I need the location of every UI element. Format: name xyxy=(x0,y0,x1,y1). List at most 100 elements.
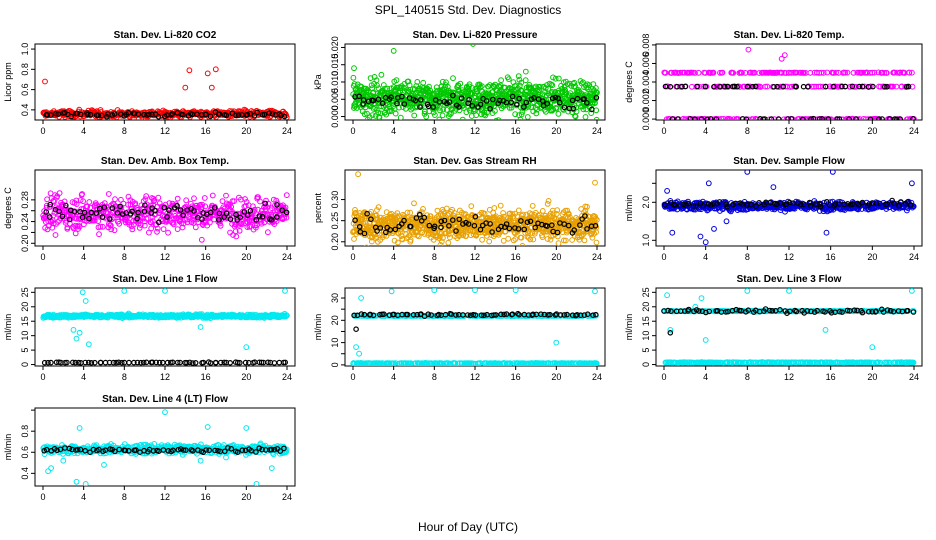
y-axis-label: ml/min xyxy=(313,314,323,341)
data-point xyxy=(588,106,595,113)
data-point xyxy=(724,204,730,210)
data-point xyxy=(859,83,866,90)
data-point xyxy=(101,204,108,211)
data-point xyxy=(569,97,576,104)
data-point xyxy=(218,359,224,366)
y-tick-label: 20 xyxy=(20,302,30,312)
data-point xyxy=(562,237,569,244)
data-point xyxy=(495,117,502,120)
data-point xyxy=(237,214,244,221)
x-tick-label: 20 xyxy=(867,126,877,136)
data-point xyxy=(565,210,572,217)
data-point xyxy=(282,359,289,366)
data-point xyxy=(748,201,754,208)
data-point xyxy=(207,113,214,120)
data-point xyxy=(373,233,380,240)
y-tick-label: 20 xyxy=(330,315,340,325)
data-point xyxy=(97,223,104,230)
data-point xyxy=(421,111,428,117)
y-axis-label: degrees C xyxy=(624,61,634,103)
series-mean xyxy=(352,210,599,237)
x-tick-label: 8 xyxy=(122,126,127,136)
data-point xyxy=(51,198,57,205)
y-tick-label: 10 xyxy=(20,331,30,341)
data-point xyxy=(398,233,405,240)
y-axis-label: percent xyxy=(313,192,323,223)
data-point xyxy=(465,221,472,227)
outlier-point xyxy=(282,288,288,294)
y-axis-label: degrees C xyxy=(3,187,13,229)
data-point xyxy=(52,232,59,238)
data-point xyxy=(165,229,172,236)
data-point xyxy=(860,69,866,76)
outlier-point xyxy=(162,288,168,294)
data-point xyxy=(749,83,756,90)
data-point xyxy=(556,99,563,106)
data-point xyxy=(817,203,824,210)
data-point xyxy=(156,359,163,366)
data-point xyxy=(99,223,106,230)
data-point xyxy=(149,111,155,118)
data-point xyxy=(401,217,407,224)
data-point xyxy=(395,239,401,246)
data-point xyxy=(844,201,851,207)
outlier-point xyxy=(664,188,670,194)
chart-title: Stan. Dev. Amb. Box Temp. xyxy=(101,156,229,167)
data-point xyxy=(110,359,117,366)
series-mean xyxy=(662,197,914,210)
data-point xyxy=(904,199,911,205)
series-raw xyxy=(350,171,600,246)
data-point xyxy=(685,200,692,207)
data-point xyxy=(520,211,526,218)
data-point xyxy=(417,104,423,110)
data-point xyxy=(734,116,741,120)
data-point xyxy=(492,108,498,114)
outlier-point xyxy=(697,233,704,240)
points-group xyxy=(661,46,917,120)
data-point xyxy=(817,201,823,208)
data-point xyxy=(578,232,585,239)
data-point xyxy=(668,69,675,76)
data-point xyxy=(370,97,377,104)
outlier-point xyxy=(592,179,598,186)
outlier-point xyxy=(781,52,788,58)
data-point xyxy=(270,196,277,203)
data-point xyxy=(447,234,453,241)
data-point xyxy=(242,196,248,202)
data-point xyxy=(164,359,171,366)
data-point xyxy=(487,221,493,227)
x-tick-label: 20 xyxy=(241,126,251,136)
data-point xyxy=(217,222,224,229)
data-point xyxy=(68,113,74,120)
x-tick-label: 12 xyxy=(470,126,480,136)
data-point xyxy=(592,100,598,106)
data-point xyxy=(894,69,900,76)
data-point xyxy=(482,229,489,236)
data-point xyxy=(482,112,489,119)
data-point xyxy=(872,115,879,120)
data-point xyxy=(432,112,438,118)
data-point xyxy=(414,232,421,239)
data-point xyxy=(423,113,430,120)
data-point xyxy=(79,214,86,221)
x-tick-label: 16 xyxy=(511,372,521,382)
x-tick-label: 24 xyxy=(909,252,919,262)
outlier-point xyxy=(73,335,80,342)
data-point xyxy=(593,94,600,101)
data-point xyxy=(910,116,916,120)
data-point xyxy=(377,225,384,231)
x-tick-label: 16 xyxy=(511,126,521,136)
y-tick-label: 2.0 xyxy=(641,196,651,209)
data-point xyxy=(704,116,710,120)
data-point xyxy=(53,110,59,117)
data-point xyxy=(552,75,559,82)
data-point xyxy=(209,192,216,199)
data-point xyxy=(140,359,147,366)
data-point xyxy=(562,207,569,214)
data-point xyxy=(505,235,512,242)
data-point xyxy=(579,216,585,222)
data-point xyxy=(265,229,271,236)
data-point xyxy=(227,216,234,223)
data-point xyxy=(453,228,459,234)
data-point xyxy=(731,83,738,90)
